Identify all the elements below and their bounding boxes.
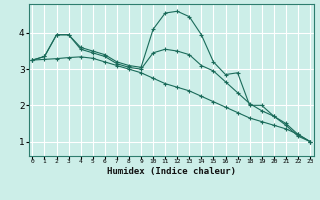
X-axis label: Humidex (Indice chaleur): Humidex (Indice chaleur) [107, 167, 236, 176]
